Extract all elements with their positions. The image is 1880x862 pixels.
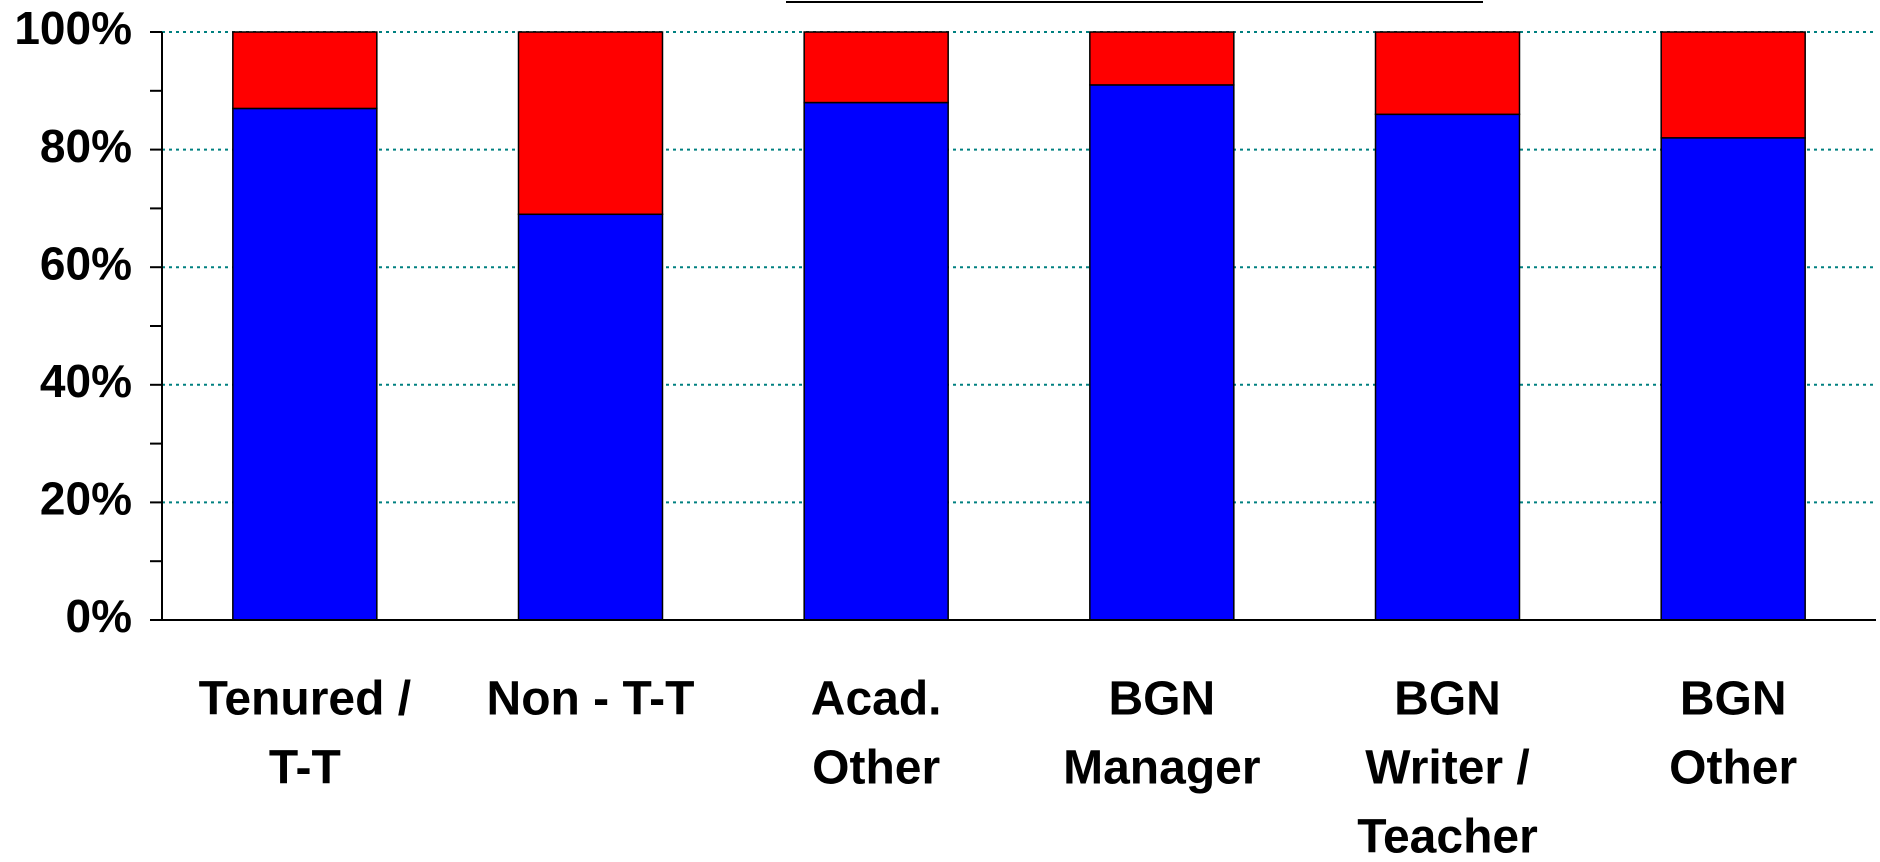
y-tick-label: 60% bbox=[40, 237, 132, 289]
x-tick-label: Manager bbox=[1063, 742, 1260, 795]
bar-segment bbox=[232, 31, 378, 110]
bar-segment bbox=[803, 31, 949, 104]
bar-segment bbox=[517, 31, 664, 216]
bar-segment bbox=[232, 107, 378, 621]
x-tick-label: Tenured / bbox=[199, 673, 411, 726]
x-tick-label: Other bbox=[812, 742, 940, 795]
bar-segment bbox=[1374, 113, 1521, 621]
bar-segment bbox=[1660, 31, 1806, 139]
y-tick-label: 40% bbox=[40, 355, 132, 407]
y-tick-label: 100% bbox=[14, 2, 132, 54]
bar-segment bbox=[1089, 84, 1235, 621]
y-tick-label: 20% bbox=[40, 473, 132, 525]
x-tick-label: Acad. bbox=[811, 673, 942, 726]
y-tick-label: 80% bbox=[40, 120, 132, 172]
x-tick-label: T-T bbox=[269, 742, 341, 795]
bar-segment bbox=[1089, 31, 1235, 86]
x-tick-label: Non - T-T bbox=[487, 673, 695, 726]
x-tick-label: Writer / bbox=[1365, 742, 1529, 795]
bar-segment bbox=[803, 101, 949, 621]
x-tick-label: Teacher bbox=[1357, 811, 1538, 862]
x-tick-label: BGN bbox=[1680, 673, 1787, 726]
bar-segment bbox=[1374, 31, 1521, 116]
x-tick-label: BGN bbox=[1108, 673, 1215, 726]
y-tick-label: 0% bbox=[66, 590, 132, 642]
bar-segment bbox=[517, 213, 664, 621]
x-tick-label: BGN bbox=[1394, 673, 1501, 726]
x-tick-label: Other bbox=[1669, 742, 1797, 795]
bar-segment bbox=[1660, 137, 1806, 621]
